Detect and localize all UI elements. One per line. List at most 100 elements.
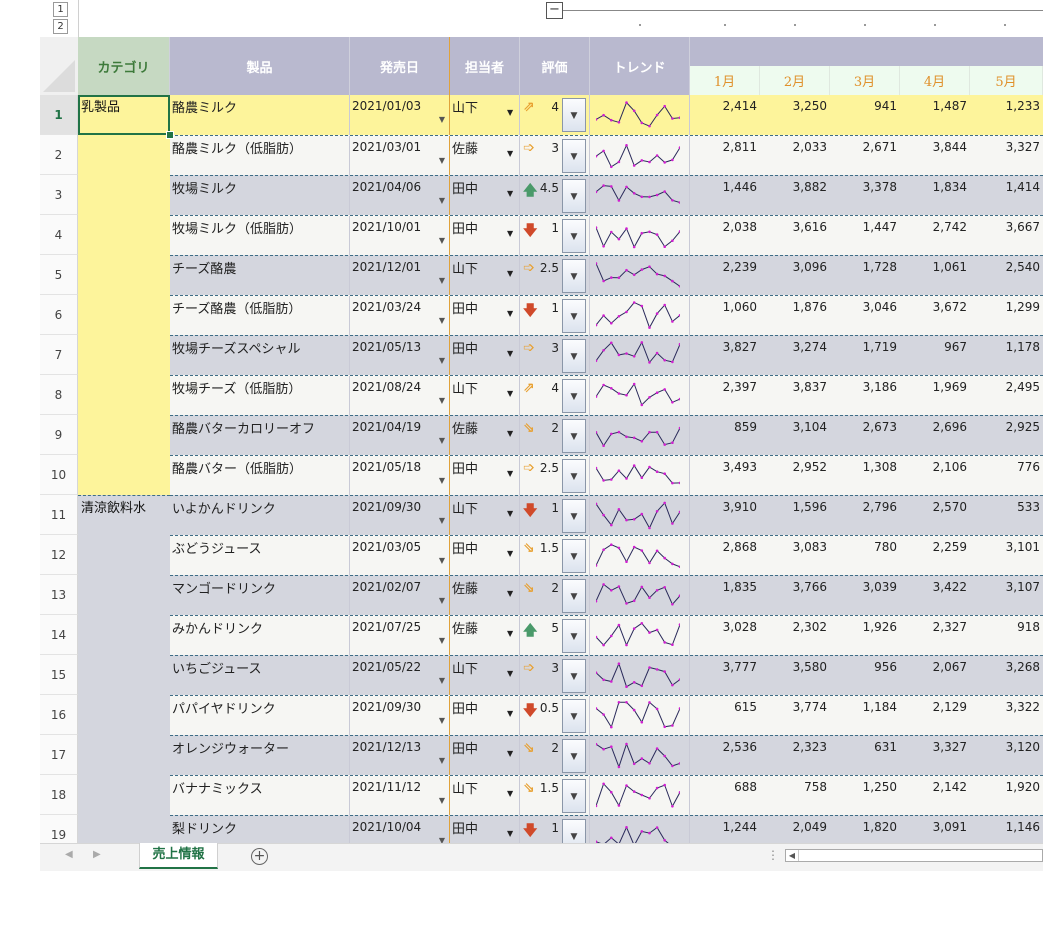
month-2-cell[interactable]: 3,837	[792, 380, 827, 394]
person-cell[interactable]: 田中 ▼	[450, 296, 520, 336]
month-5-cell[interactable]: 3,107	[1005, 580, 1040, 594]
person-dropdown-icon[interactable]: ▼	[507, 429, 514, 438]
month-3-cell[interactable]: 631	[874, 740, 897, 754]
month-1-cell[interactable]: 859	[734, 420, 757, 434]
person-dropdown-icon[interactable]: ▼	[507, 309, 514, 318]
month-5-cell[interactable]: 3,268	[1005, 660, 1040, 674]
row-header[interactable]: 3	[40, 175, 78, 215]
month-5-cell[interactable]: 1,233	[1005, 99, 1040, 113]
month-1-cell[interactable]: 3,910	[722, 500, 757, 514]
rating-dropdown-button[interactable]: ▼	[562, 779, 586, 813]
month-5-cell[interactable]: 776	[1017, 460, 1040, 474]
person-cell[interactable]: 山下 ▼	[450, 256, 520, 296]
person-dropdown-icon[interactable]: ▼	[507, 389, 514, 398]
table-row[interactable]: マンゴードリンク 2021/02/07 ▼ 佐藤 ▼ ⇘ 2 ▼ 1,835 3,76…	[170, 575, 1043, 616]
rating-cell[interactable]: ⇘ 1.5 ▼	[520, 536, 590, 576]
month-4-cell[interactable]: 3,672	[932, 300, 967, 314]
category-cell[interactable]: 乳製品	[78, 95, 170, 495]
person-dropdown-icon[interactable]: ▼	[507, 149, 514, 158]
month-5-cell[interactable]: 3,101	[1005, 540, 1040, 554]
rating-cell[interactable]: 🡅 5 ▼	[520, 616, 590, 656]
table-row[interactable]: 酪農バターカロリーオフ 2021/04/19 ▼ 佐藤 ▼ ⇘ 2 ▼ 859 3,1…	[170, 415, 1043, 456]
row-header[interactable]: 14	[40, 615, 78, 655]
month-3-cell[interactable]: 1,308	[862, 460, 897, 474]
month-1-cell[interactable]: 2,038	[722, 220, 757, 234]
rating-dropdown-button[interactable]: ▼	[562, 619, 586, 653]
month-4-cell[interactable]: 2,570	[932, 500, 967, 514]
select-all-corner[interactable]	[40, 37, 79, 96]
table-row[interactable]: 牧場チーズ（低脂肪） 2021/08/24 ▼ 山下 ▼ ⇗ 4 ▼ 2,397 3,…	[170, 375, 1043, 416]
outline-level-1-button[interactable]: 1	[53, 2, 68, 17]
rating-cell[interactable]: 🡇 1 ▼	[520, 216, 590, 256]
product-cell[interactable]: マンゴードリンク	[170, 576, 350, 616]
date-dropdown-icon[interactable]: ▼	[438, 356, 445, 365]
rating-dropdown-button[interactable]: ▼	[562, 299, 586, 333]
month-4-cell[interactable]: 1,969	[932, 380, 967, 394]
date-dropdown-icon[interactable]: ▼	[438, 516, 445, 525]
rating-dropdown-button[interactable]: ▼	[562, 819, 586, 843]
rating-cell[interactable]: 🡇 1 ▼	[520, 296, 590, 336]
row-header[interactable]: 13	[40, 575, 78, 615]
month-4-cell[interactable]: 967	[944, 340, 967, 354]
rating-cell[interactable]: ⇘ 2 ▼	[520, 576, 590, 616]
month-1-cell[interactable]: 1,244	[722, 820, 757, 834]
fill-handle[interactable]	[166, 131, 174, 139]
person-cell[interactable]: 田中 ▼	[450, 736, 520, 776]
month-5-cell[interactable]: 1,146	[1005, 820, 1040, 834]
month-5-cell[interactable]: 1,178	[1005, 340, 1040, 354]
date-dropdown-icon[interactable]: ▼	[438, 796, 445, 805]
table-row[interactable]: みかんドリンク 2021/07/25 ▼ 佐藤 ▼ 🡅 5 ▼ 3,028 2,302…	[170, 615, 1043, 656]
rating-cell[interactable]: 🡇 1 ▼	[520, 816, 590, 843]
date-dropdown-icon[interactable]: ▼	[438, 596, 445, 605]
rating-dropdown-button[interactable]: ▼	[562, 699, 586, 733]
prev-sheet-arrow-icon[interactable]: ◀	[65, 849, 73, 860]
row-header[interactable]: 11	[40, 495, 78, 535]
table-row[interactable]: 牧場ミルク（低脂肪） 2021/10/01 ▼ 田中 ▼ 🡇 1 ▼ 2,038 3,…	[170, 215, 1043, 256]
row-header[interactable]: 2	[40, 135, 78, 175]
date-dropdown-icon[interactable]: ▼	[438, 836, 445, 843]
date-cell[interactable]: 2021/03/24 ▼	[350, 296, 450, 336]
date-cell[interactable]: 2021/05/22 ▼	[350, 656, 450, 696]
table-row[interactable]: パパイヤドリンク 2021/09/30 ▼ 田中 ▼ 🡇 0.5 ▼ 615 3,77…	[170, 695, 1043, 736]
row-header[interactable]: 16	[40, 695, 78, 735]
month-4-cell[interactable]: 3,844	[932, 140, 967, 154]
date-dropdown-icon[interactable]: ▼	[438, 476, 445, 485]
rating-cell[interactable]: ⇘ 1.5 ▼	[520, 776, 590, 816]
person-cell[interactable]: 田中 ▼	[450, 216, 520, 256]
date-cell[interactable]: 2021/09/30 ▼	[350, 496, 450, 536]
product-cell[interactable]: パパイヤドリンク	[170, 696, 350, 736]
product-cell[interactable]: みかんドリンク	[170, 616, 350, 656]
month-3-cell[interactable]: 1,926	[862, 620, 897, 634]
row-header[interactable]: 1	[40, 95, 78, 135]
person-dropdown-icon[interactable]: ▼	[507, 629, 514, 638]
month-5-cell[interactable]: 2,495	[1005, 380, 1040, 394]
date-cell[interactable]: 2021/03/01 ▼	[350, 136, 450, 176]
date-cell[interactable]: 2021/02/07 ▼	[350, 576, 450, 616]
date-cell[interactable]: 2021/09/30 ▼	[350, 696, 450, 736]
person-dropdown-icon[interactable]: ▼	[507, 469, 514, 478]
product-cell[interactable]: 酪農ミルク	[170, 95, 350, 135]
month-3-cell[interactable]: 3,039	[862, 580, 897, 594]
month-1-cell[interactable]: 3,777	[722, 660, 757, 674]
month-5-cell[interactable]: 3,322	[1005, 700, 1040, 714]
rating-cell[interactable]: ➩ 2.5 ▼	[520, 456, 590, 496]
person-cell[interactable]: 佐藤 ▼	[450, 416, 520, 456]
rating-dropdown-button[interactable]: ▼	[562, 459, 586, 493]
date-dropdown-icon[interactable]: ▼	[438, 156, 445, 165]
header-date[interactable]: 発売日	[350, 37, 450, 95]
table-row[interactable]: 牧場チーズスペシャル 2021/05/13 ▼ 田中 ▼ ➩ 3 ▼ 3,827 3,…	[170, 335, 1043, 376]
header-month-4[interactable]: 4月	[900, 66, 970, 95]
header-month-5[interactable]: 5月	[970, 66, 1043, 95]
rating-cell[interactable]: ⇗ 4 ▼	[520, 376, 590, 416]
month-2-cell[interactable]: 3,250	[792, 99, 827, 113]
person-cell[interactable]: 佐藤 ▼	[450, 136, 520, 176]
date-dropdown-icon[interactable]: ▼	[438, 756, 445, 765]
product-cell[interactable]: 酪農バターカロリーオフ	[170, 416, 350, 456]
month-3-cell[interactable]: 1,447	[862, 220, 897, 234]
header-category[interactable]: カテゴリ	[78, 37, 170, 95]
month-3-cell[interactable]: 1,820	[862, 820, 897, 834]
month-4-cell[interactable]: 2,327	[932, 620, 967, 634]
month-1-cell[interactable]: 615	[734, 700, 757, 714]
month-4-cell[interactable]: 1,487	[932, 99, 967, 113]
person-cell[interactable]: 田中 ▼	[450, 696, 520, 736]
